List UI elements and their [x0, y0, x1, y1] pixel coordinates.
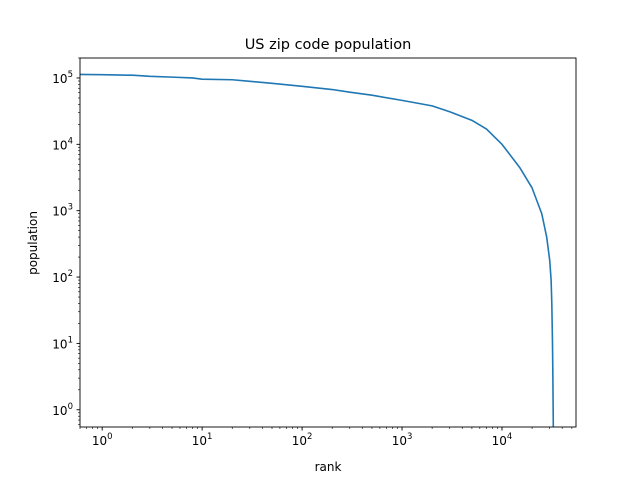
y-tick-label: 101 [52, 335, 73, 351]
x-tick-label: 101 [192, 432, 213, 448]
y-tick-label: 105 [52, 70, 73, 86]
x-tick-label: 103 [392, 432, 413, 448]
x-tick-label: 102 [292, 432, 313, 448]
x-axis-label: rank [315, 460, 342, 474]
y-axis-label: population [26, 211, 40, 275]
series-line [79, 73, 555, 428]
y-tick-label: 102 [52, 269, 73, 285]
y-tick-label: 100 [52, 402, 73, 418]
plot-area [80, 58, 576, 427]
x-tick-label: 104 [492, 432, 513, 448]
y-tick-label: 103 [52, 203, 73, 219]
y-tick-label: 104 [52, 136, 73, 152]
chart-title: US zip code population [245, 37, 412, 53]
x-axis-ticks: 100 101 102 103 104 [79, 427, 573, 448]
y-axis-ticks: 100 101 102 103 104 105 [52, 57, 80, 425]
x-tick-label: 100 [92, 432, 113, 448]
plot-frame [79, 57, 577, 428]
